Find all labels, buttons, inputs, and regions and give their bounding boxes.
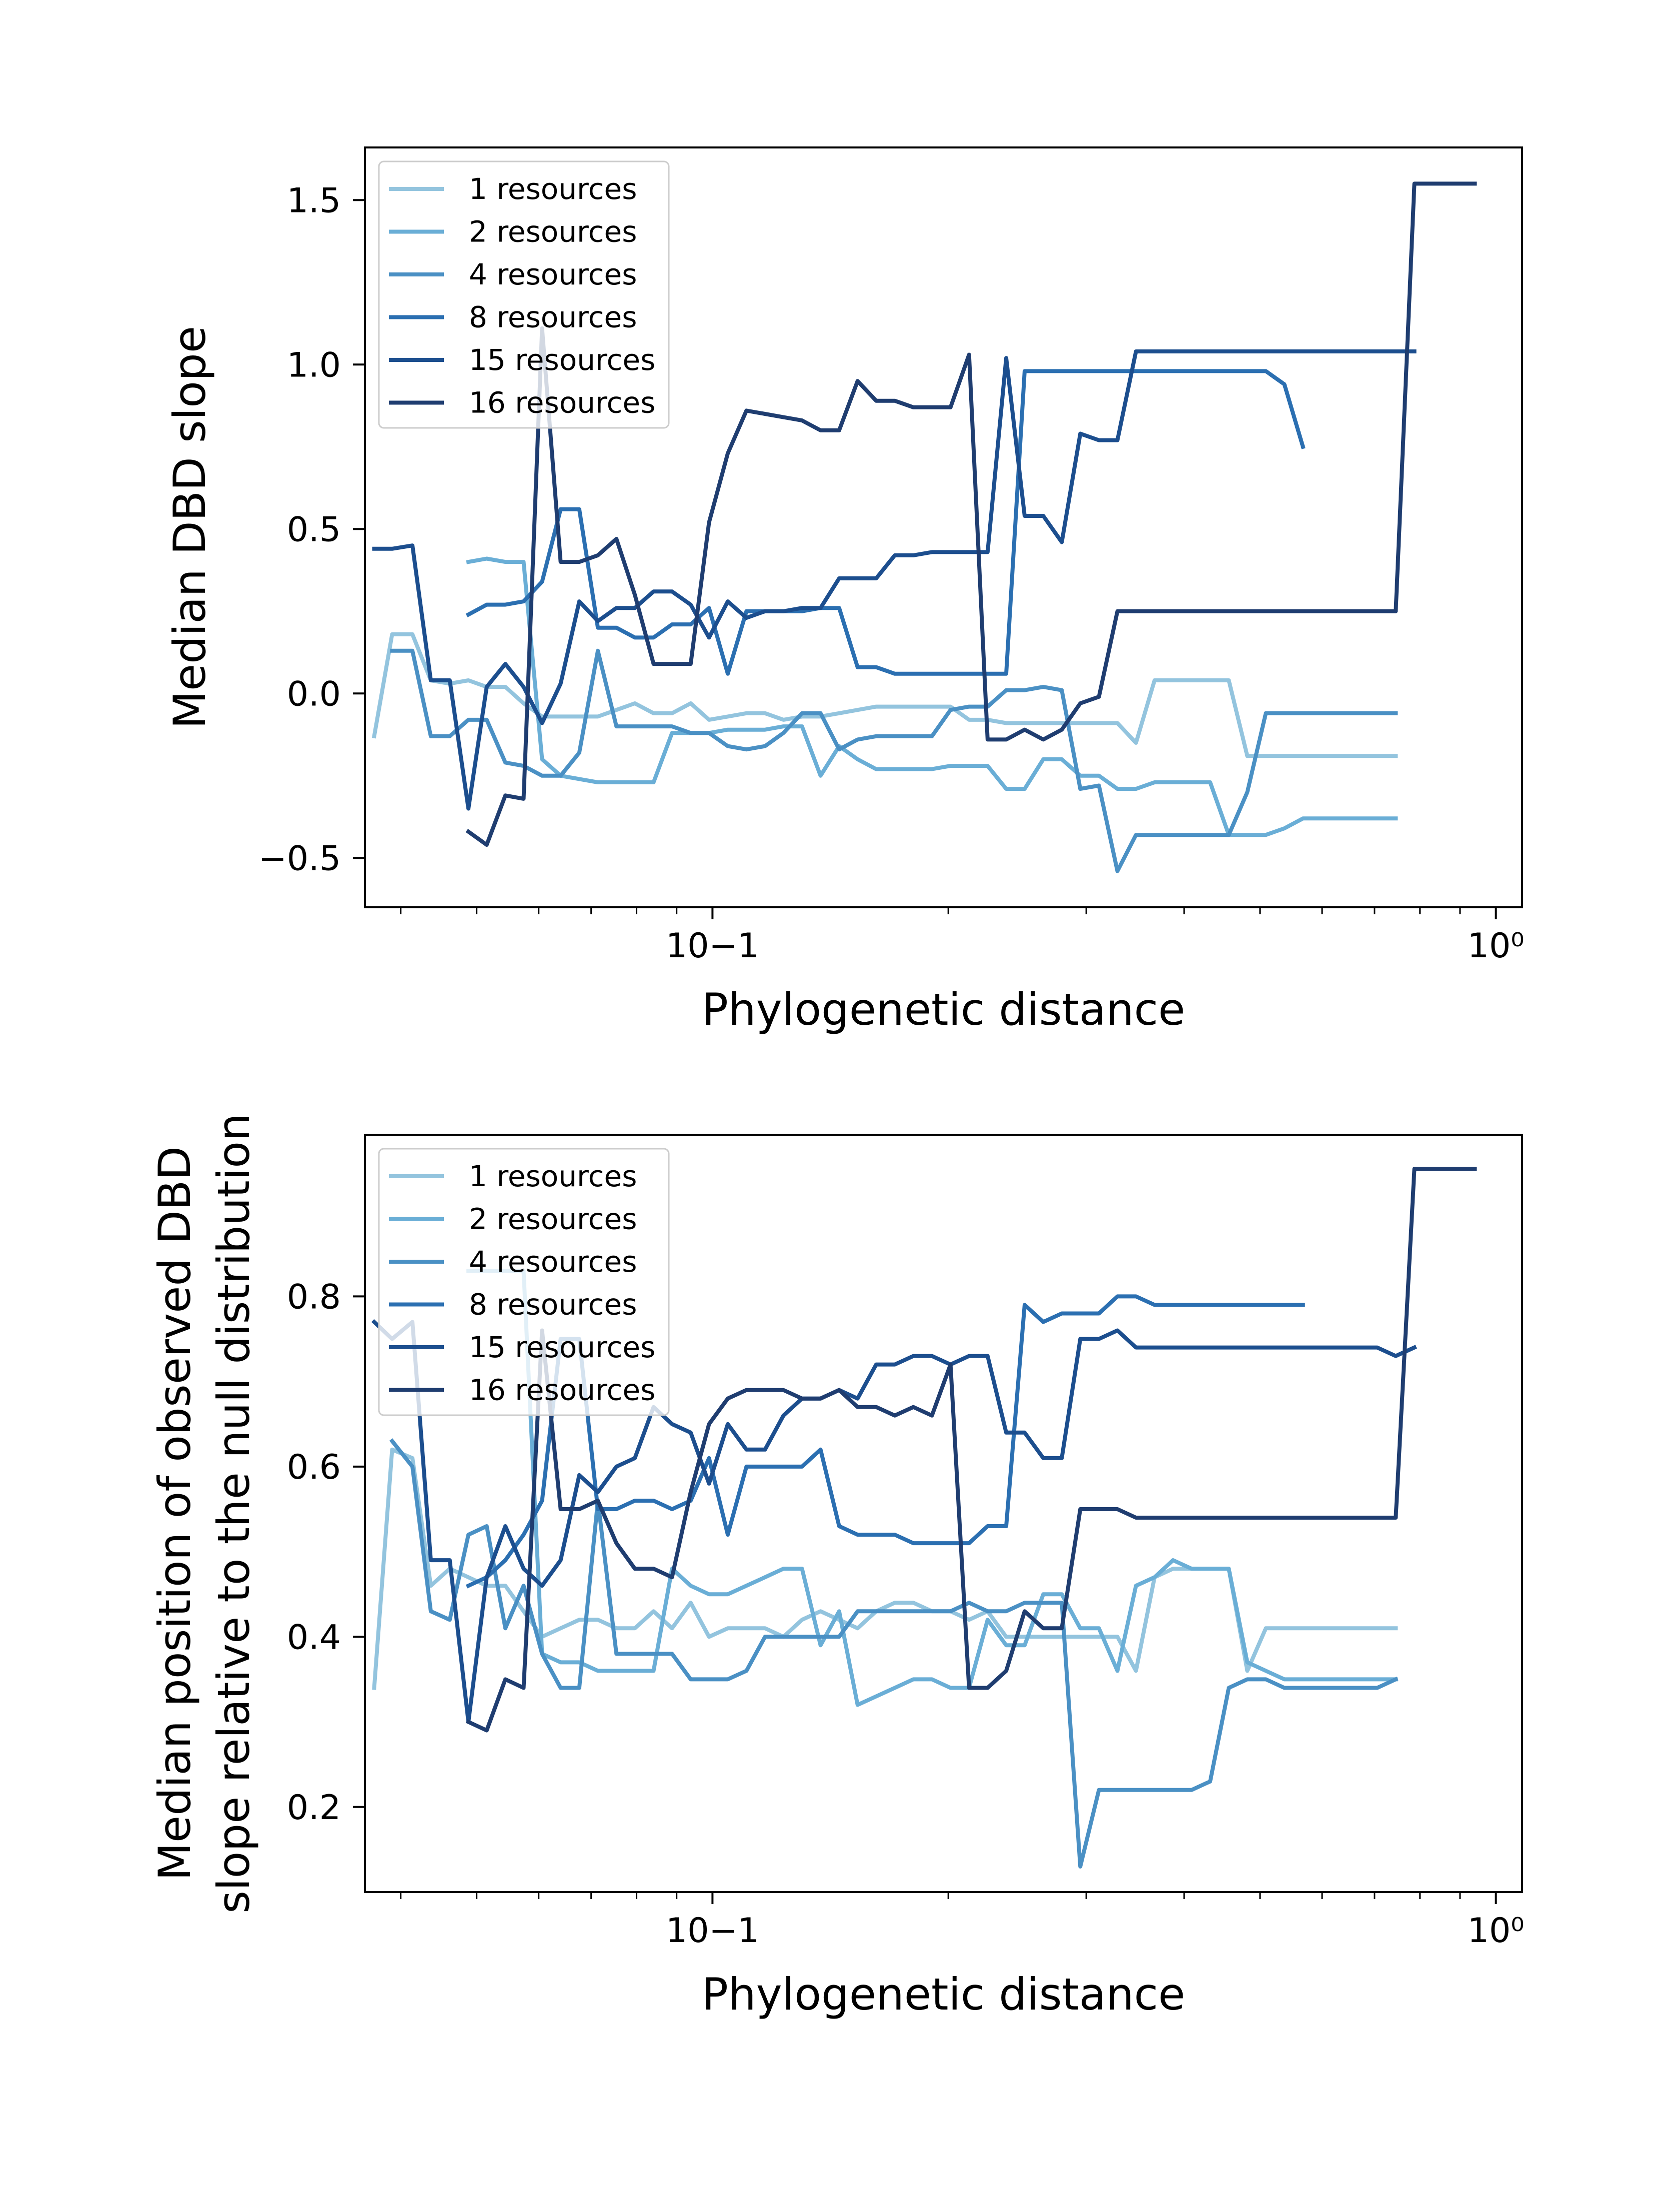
legend-label: 15 resources: [469, 1330, 655, 1364]
x-tick-label: 10−1: [666, 926, 759, 966]
y-axis-label: Median DBD slope: [164, 326, 215, 729]
series-group: [371, 181, 1477, 873]
x-axis-label: Phylogenetic distance: [702, 1969, 1185, 2020]
series-line-8-resources: [465, 1294, 1305, 1589]
y-axis-label: slope relative to the null distribution: [208, 1113, 259, 1914]
series-line-15-resources: [372, 349, 1417, 811]
y-tick-label: 0.2: [287, 1788, 341, 1828]
series-line-16-resources: [465, 1167, 1477, 1733]
y-tick-label: 0.4: [287, 1618, 341, 1657]
series-line-4-resources: [390, 648, 1398, 873]
series-line-15-resources: [371, 1319, 1417, 1724]
legend-label: 2 resources: [469, 215, 637, 249]
legend-label: 8 resources: [469, 1288, 637, 1322]
legend-label: 4 resources: [469, 257, 637, 291]
y-tick-label: 1.5: [287, 181, 341, 220]
legend-label: 8 resources: [469, 300, 637, 334]
series-line-2-resources: [466, 556, 1398, 837]
x-tick-label: 10⁰: [1468, 1911, 1525, 1951]
y-tick-label: −0.5: [258, 839, 341, 878]
legend-label: 16 resources: [469, 386, 655, 420]
axes-frame: [364, 1134, 1523, 1893]
y-tick-label: 0.0: [287, 674, 341, 714]
y-tick-label: 1.0: [287, 345, 341, 385]
legend-label: 15 resources: [469, 343, 655, 377]
y-tick-label: 0.8: [287, 1277, 341, 1317]
series-group: [371, 1167, 1477, 1869]
series-line-8-resources: [465, 369, 1306, 676]
chart-panel-2: 10−1 10⁰ 0.2 0.4 0.6 0.8 Phylogenetic distance…: [149, 1113, 1525, 2020]
legend: 1 resources 2 resources 4 resources 8 resou…: [378, 1148, 670, 1416]
chart-panel-1: 10−1 10⁰ −0.5 0.0 0.5 1.0 1.5 Phylogenetic dist…: [164, 146, 1525, 1035]
legend-label: 2 resources: [469, 1202, 637, 1236]
legend-label: 1 resources: [469, 172, 637, 206]
y-tick-label: 0.6: [287, 1448, 341, 1487]
x-tick-label: 10⁰: [1468, 926, 1525, 966]
y-axis-label: Median position of observed DBD: [149, 1146, 200, 1881]
x-axis-label: Phylogenetic distance: [702, 984, 1185, 1035]
y-tick-label: 0.5: [287, 510, 341, 549]
legend-label: 1 resources: [469, 1159, 637, 1193]
legend: 1 resources 2 resources 4 resources 8 resou…: [378, 160, 670, 429]
legend-label: 4 resources: [469, 1245, 637, 1279]
series-line-16-resources: [465, 181, 1477, 847]
axes-frame: [364, 146, 1523, 908]
series-line-2-resources: [466, 1269, 1398, 1707]
legend-label: 16 resources: [469, 1373, 655, 1407]
legend-box: [378, 160, 670, 429]
x-tick-label: 10−1: [666, 1911, 759, 1951]
legend-box: [378, 1148, 670, 1416]
series-line-4-resources: [389, 1438, 1399, 1869]
